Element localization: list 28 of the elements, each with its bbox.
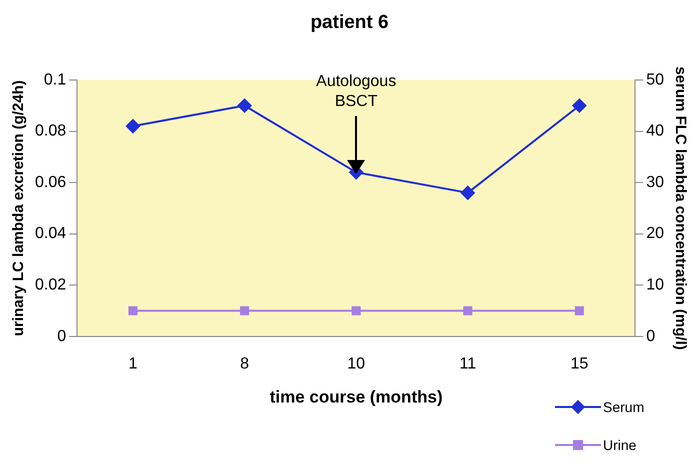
point: [126, 119, 140, 134]
y-tick-label: 0.04: [35, 225, 66, 242]
y-tick-label: 0.02: [35, 276, 66, 294]
y-tick-label: 0.06: [35, 174, 66, 191]
y2-tick-label: 20: [646, 225, 664, 242]
y2-tick-label: 40: [646, 122, 664, 140]
x-tick-label: 15: [570, 355, 588, 372]
y-tick-label: 0: [57, 328, 66, 345]
y2-tick-label: 50: [646, 71, 664, 88]
x-tick-label: 10: [347, 355, 366, 372]
y-axis-title: urinary LC lambda excretion (g/24h): [10, 80, 28, 336]
y2-tick-label: 30: [646, 174, 664, 191]
point: [238, 98, 252, 113]
x-tick-label: 1: [128, 355, 138, 372]
annotation: Autologous BSCT: [315, 72, 398, 112]
legend-label: Serum: [603, 399, 644, 415]
legend-label: Urine: [603, 437, 636, 453]
chart-title: patient 6: [309, 12, 390, 34]
x-axis-title: time course (months): [270, 387, 443, 406]
y2-axis-title: serum FLC lambda concentration (mg/l): [672, 66, 689, 350]
point: [572, 98, 586, 113]
x-tick-label: 11: [459, 355, 476, 372]
y2-tick-label: 0: [646, 328, 656, 345]
y2-tick-label: 10: [646, 276, 664, 294]
y-tick-label: 0.1: [44, 71, 66, 88]
y-tick-label: 0.08: [35, 122, 66, 140]
point: [460, 186, 475, 200]
x-tick-label: 8: [240, 355, 250, 372]
